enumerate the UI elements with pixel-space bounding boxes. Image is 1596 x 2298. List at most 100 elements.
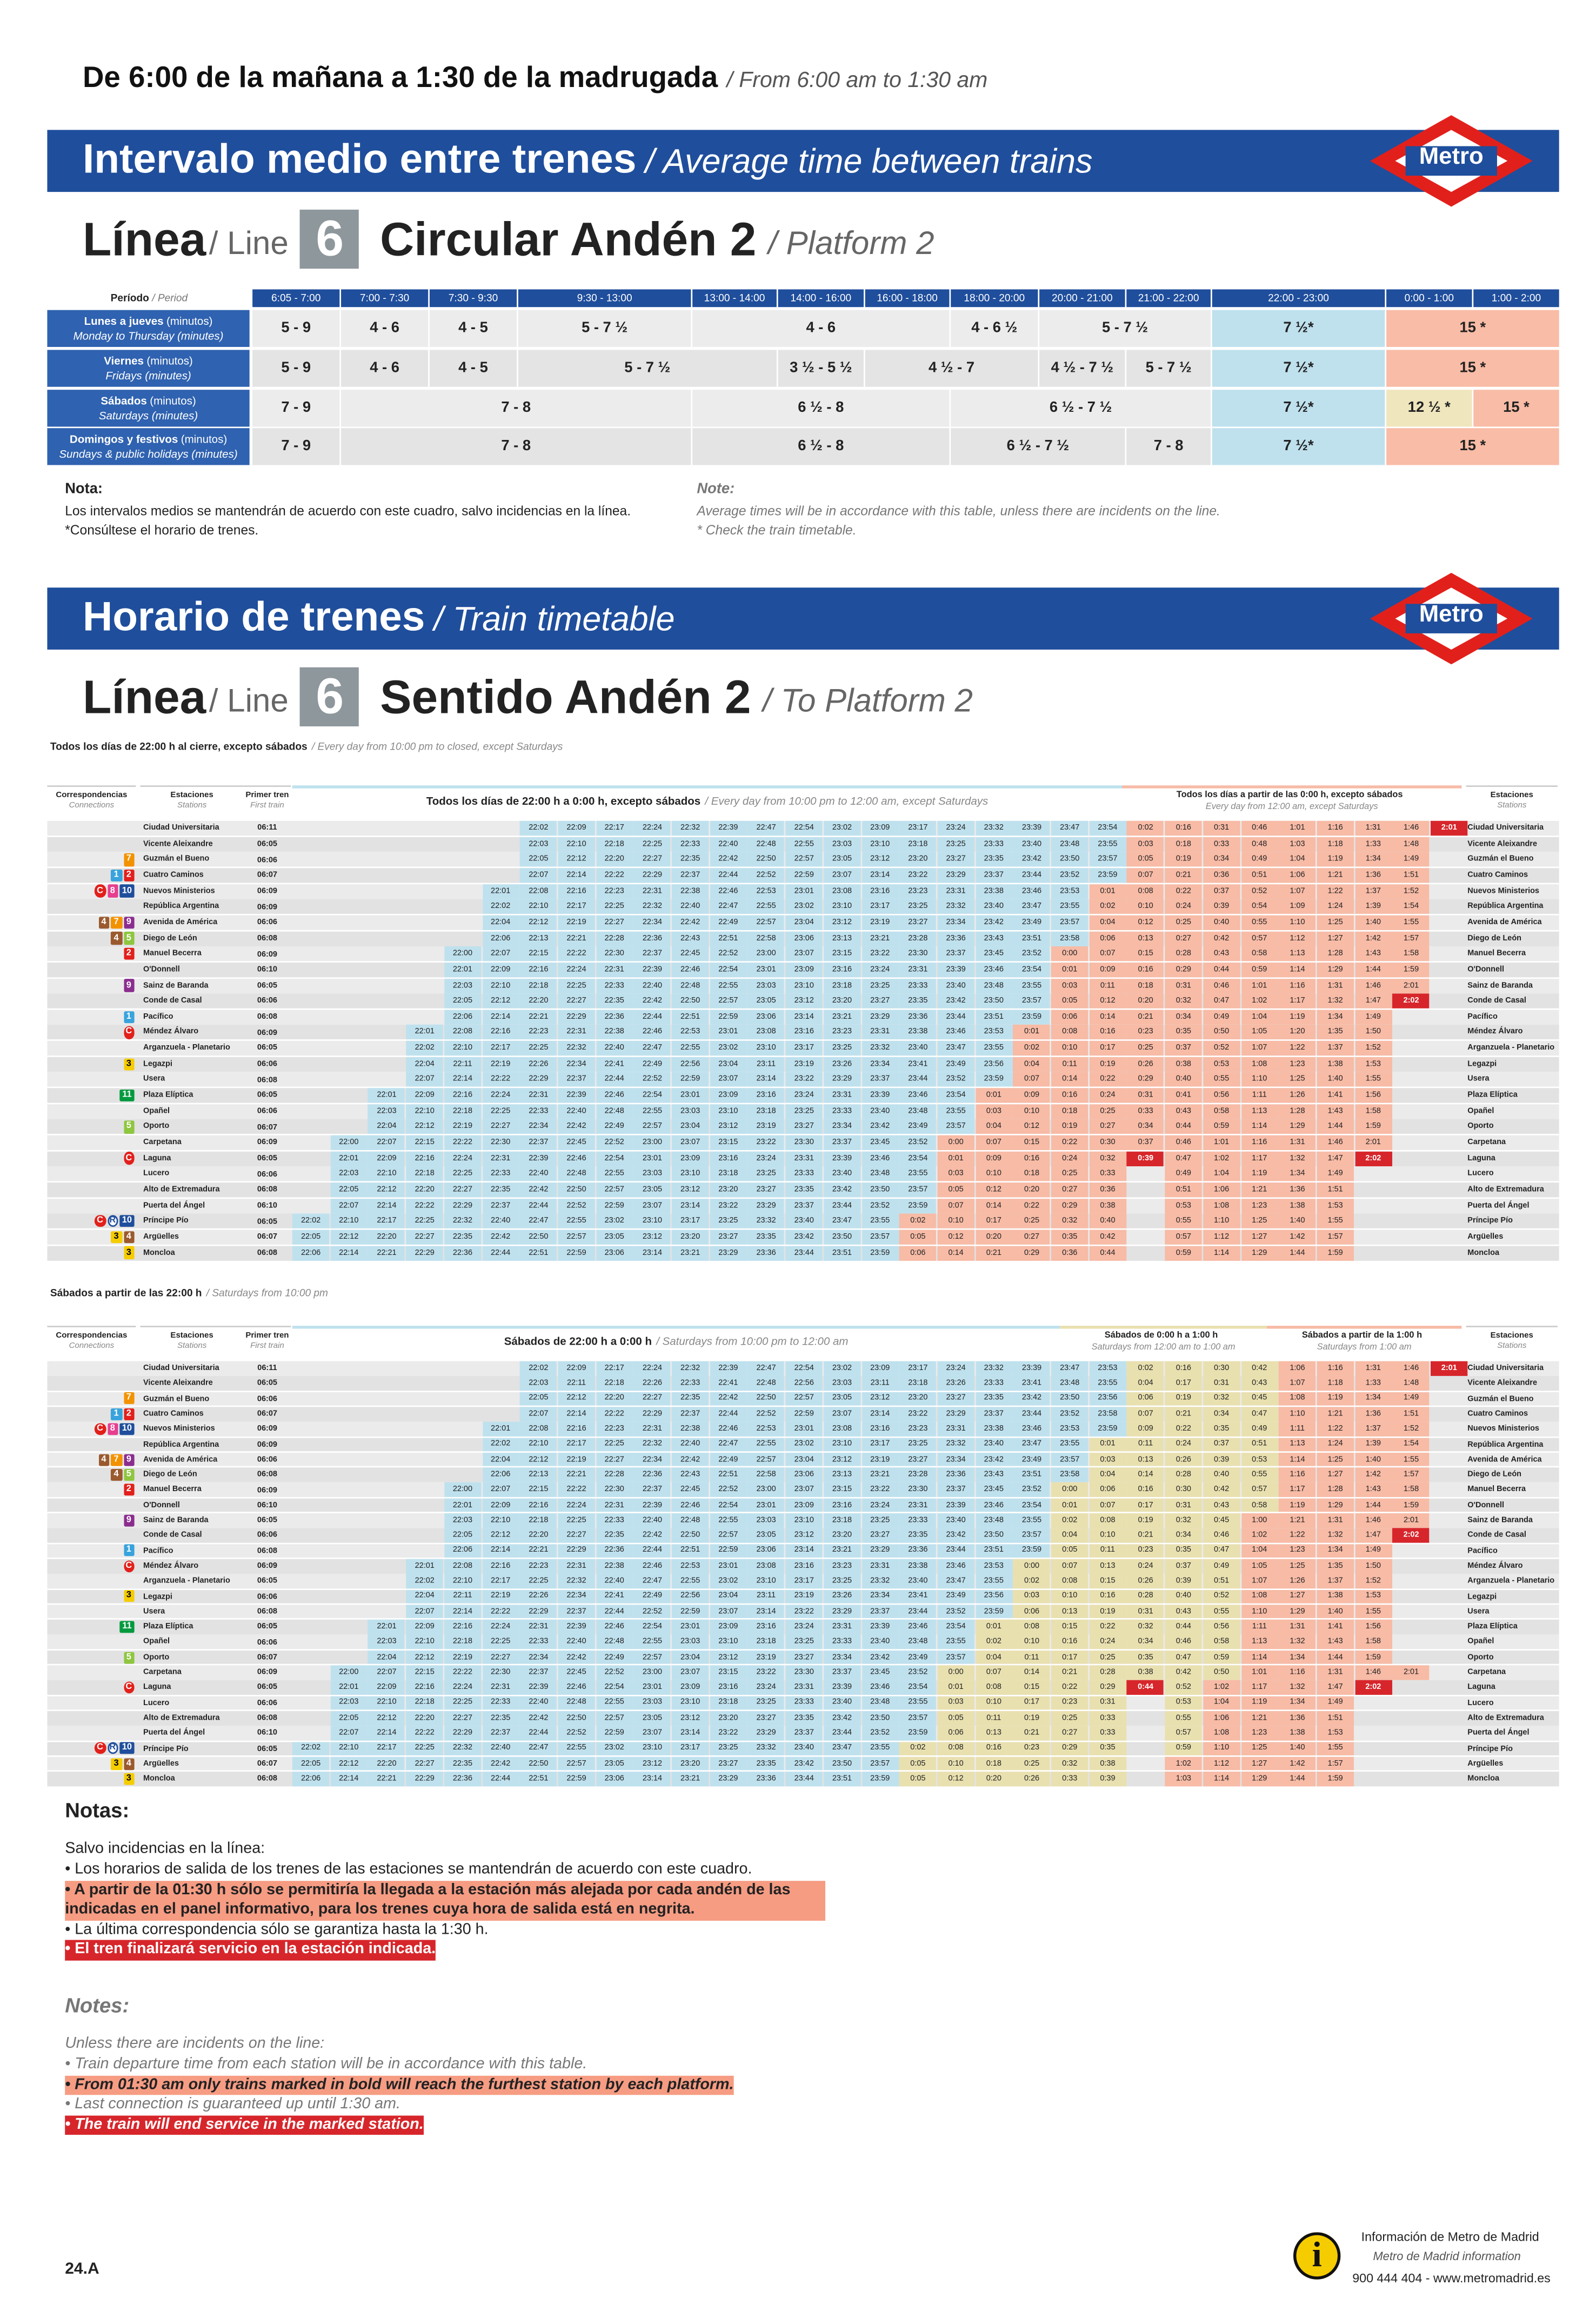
time-cell: 1:27 — [1317, 1467, 1354, 1482]
time-cell: 2:01 — [1392, 1665, 1430, 1680]
interval-cell: 4 - 6 — [341, 350, 429, 387]
time-cell: 0:30 — [1089, 1135, 1126, 1151]
time-cell: 0:47 — [1203, 993, 1240, 1009]
time-cell: 22:26 — [520, 1057, 557, 1072]
time-cell: 0:00 — [937, 1135, 974, 1151]
time-cell: 0:16 — [1013, 1151, 1051, 1166]
time-cell: 1:53 — [1354, 1589, 1392, 1604]
banner-en: / Average time between trains — [645, 142, 1093, 181]
first-train: 06:08 — [257, 1547, 277, 1556]
time-cell: 22:32 — [558, 1574, 595, 1588]
time-cell: 23:57 — [861, 1756, 899, 1771]
time-cell: 0:00 — [937, 1665, 974, 1680]
station-name-right: Legazpi — [1467, 1592, 1497, 1601]
time-cell: 1:44 — [1354, 962, 1392, 978]
time-cell: 0:27 — [1013, 1230, 1051, 1245]
time-cell: 1:49 — [1392, 1391, 1430, 1406]
time-cell: 23:49 — [899, 1119, 937, 1135]
time-cell: 1:59 — [1317, 1772, 1354, 1786]
time-cell: 22:33 — [671, 1376, 709, 1391]
time-cell: 1:50 — [1354, 1025, 1392, 1040]
time-cell: 23:51 — [823, 1245, 861, 1260]
station-name-right: O'Donnell — [1467, 965, 1505, 974]
time-cell: 23:11 — [747, 1589, 785, 1604]
time-cell: 22:15 — [520, 946, 557, 961]
time-cell: 23:18 — [899, 1376, 937, 1391]
time-cell: 23:55 — [1089, 1376, 1126, 1391]
station-name-right: República Argentina — [1467, 1440, 1544, 1449]
title-es: De 6:00 de la mañana a 1:30 de la madrug… — [82, 62, 718, 95]
time-cell: 23:10 — [747, 1041, 785, 1056]
time-cell: 22:10 — [520, 899, 557, 914]
time-cell: 22:16 — [444, 1619, 482, 1634]
time-cell: 23:22 — [899, 868, 937, 883]
time-cell: 23:40 — [1013, 836, 1051, 852]
time-cell: 22:29 — [520, 1604, 557, 1619]
station-name-right: Conde de Casal — [1467, 1531, 1526, 1540]
line-badge: 9 — [123, 1514, 135, 1527]
time-cell: 22:46 — [710, 1422, 747, 1437]
time-cell: 22:51 — [520, 1772, 557, 1786]
time-cell: 0:16 — [1051, 1088, 1089, 1103]
time-cell: 22:50 — [520, 1756, 557, 1771]
time-cell: 23:23 — [823, 1559, 861, 1573]
time-cell: 23:34 — [937, 1452, 974, 1467]
row-label: Domingos y festivos (minutos) Sundays & pu… — [47, 428, 250, 465]
time-cell: 22:10 — [558, 836, 595, 852]
time-cell: 22:37 — [558, 1072, 595, 1087]
time-cell: 1:16 — [1279, 978, 1316, 993]
time-cell: 1:28 — [1317, 946, 1354, 961]
time-cell: 23:10 — [747, 1574, 785, 1588]
time-cell: 23:27 — [785, 1650, 823, 1665]
time-cell: 23:39 — [937, 962, 974, 978]
time-cell: 1:43 — [1354, 946, 1392, 961]
line-badge: 8 — [107, 1423, 118, 1435]
time-cell: 22:15 — [520, 1482, 557, 1498]
time-cell: 23:07 — [823, 868, 861, 883]
time-cell: 23:27 — [785, 1119, 823, 1135]
time-cell: 0:15 — [1051, 1619, 1089, 1634]
time-cell: 22:32 — [444, 1214, 482, 1229]
time-cell: 0:26 — [1165, 1452, 1203, 1467]
time-cell: 2:01 — [1392, 978, 1430, 993]
time-cell: 0:36 — [1203, 868, 1240, 883]
first-train: 06:09 — [257, 1138, 277, 1148]
time-cell: 23:57 — [937, 1119, 974, 1135]
time-cell: 1:37 — [1317, 1041, 1354, 1056]
time-cell: 23:19 — [861, 915, 899, 930]
time-cell: 0:47 — [1203, 1544, 1240, 1558]
time-cell: 1:32 — [1317, 993, 1354, 1009]
time-cell: 23:02 — [823, 1361, 861, 1376]
time-cell: 23:55 — [1051, 1437, 1089, 1452]
time-cell: 23:29 — [937, 1407, 974, 1421]
time-cell: 23:27 — [899, 1452, 937, 1467]
station-name-right: Argüelles — [1467, 1759, 1504, 1769]
line-badge: C — [94, 1215, 106, 1228]
time-cell: 23:57 — [937, 1650, 974, 1665]
station-name: República Argentina — [143, 902, 219, 912]
time-cell: 23:21 — [823, 1544, 861, 1558]
station-name-right: Legazpi — [1467, 1059, 1497, 1069]
time-cell: 0:38 — [1165, 1057, 1203, 1072]
time-cell: 22:50 — [747, 1391, 785, 1406]
time-cell: 1:40 — [1317, 1072, 1354, 1087]
stations-header-en: Stations — [177, 1341, 207, 1351]
time-cell: 1:17 — [1279, 993, 1316, 1009]
time-cell: 23:59 — [1013, 1544, 1051, 1558]
time-cell: 22:57 — [785, 1391, 823, 1406]
time-cell: 23:22 — [861, 1482, 899, 1498]
station-name-right: Guzmán el Bueno — [1467, 1394, 1534, 1404]
time-cell: 1:43 — [1317, 1635, 1354, 1649]
time-cell: 22:39 — [520, 1151, 557, 1166]
logo-shape — [1370, 572, 1533, 665]
time-cell: 22:33 — [596, 978, 633, 993]
info-contact: 900 444 404 - www.metromadrid.es — [1352, 2270, 1551, 2286]
first-train: 06:07 — [257, 1123, 277, 1132]
time-cell: 22:44 — [633, 1544, 671, 1558]
time-cell: 1:18 — [1317, 1376, 1354, 1391]
time-cell: 0:20 — [1127, 993, 1164, 1009]
time-cell: 22:18 — [520, 1513, 557, 1528]
time-cell: 22:59 — [558, 1772, 595, 1786]
time-cell: 23:56 — [975, 1057, 1013, 1072]
station-name: Usera — [143, 1075, 165, 1085]
